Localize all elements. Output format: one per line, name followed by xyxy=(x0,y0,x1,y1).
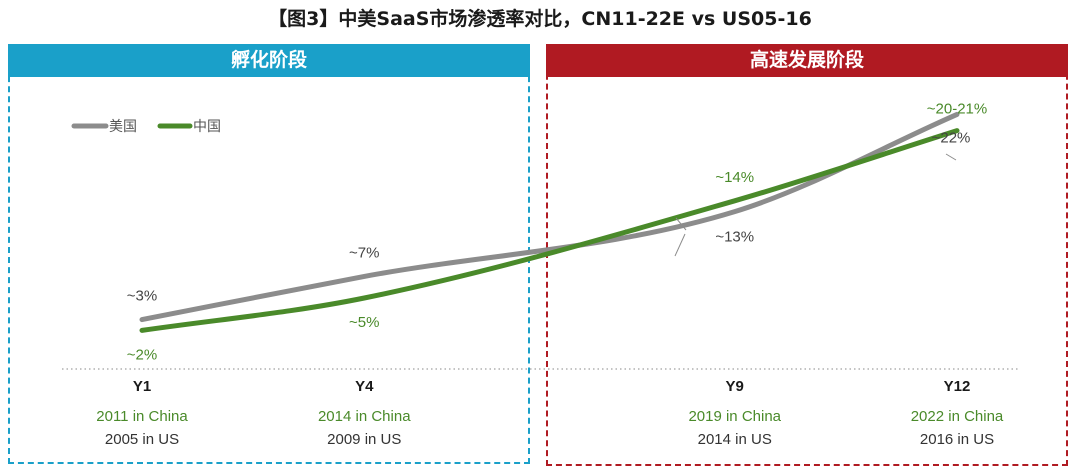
x-tick-label: Y1 xyxy=(133,378,151,395)
us-data-label: ~7% xyxy=(349,244,379,261)
china-data-label: ~20-21% xyxy=(927,101,987,118)
china-year-label: 2019 in China xyxy=(688,408,781,425)
x-tick-label: Y12 xyxy=(944,378,971,395)
china-data-label: ~14% xyxy=(715,169,754,186)
leader-line-y12-china xyxy=(945,153,957,161)
growth-phase-header: 高速发展阶段 xyxy=(546,44,1068,77)
leader-line-y9-china xyxy=(675,217,687,231)
legend-label-china: 中国 xyxy=(193,118,221,134)
china-data-label: ~5% xyxy=(349,314,379,331)
incubation-phase-header: 孵化阶段 xyxy=(8,44,530,77)
china-year-label: 2011 in China xyxy=(96,408,188,425)
china-series-line xyxy=(139,128,960,333)
us-data-label: ~22% xyxy=(932,129,971,146)
us-data-label: ~13% xyxy=(715,229,754,246)
legend-label-us: 美国 xyxy=(109,118,137,134)
page-title: 【图3】中美SaaS市场渗透率对比，CN11-22E vs US05-16 xyxy=(268,8,812,30)
china-data-label: ~2% xyxy=(127,346,157,363)
x-tick-label: Y9 xyxy=(726,378,744,395)
us-series-line xyxy=(139,111,960,323)
china-year-label: 2014 in China xyxy=(318,408,411,425)
leader-line-y9-us xyxy=(674,233,686,257)
us-data-label: ~3% xyxy=(127,288,157,305)
china-year-label: 2022 in China xyxy=(911,408,1004,425)
us-year-label: 2016 in US xyxy=(920,431,994,448)
us-year-label: 2005 in US xyxy=(105,431,179,448)
us-year-label: 2014 in US xyxy=(698,431,772,448)
x-tick-label: Y4 xyxy=(355,378,374,395)
us-year-label: 2009 in US xyxy=(327,431,401,448)
